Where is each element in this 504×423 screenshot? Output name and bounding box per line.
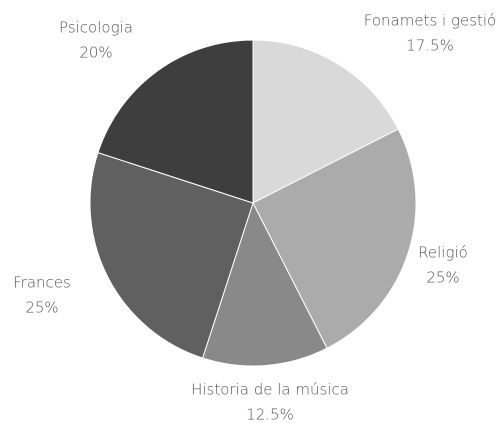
- pie-slice: [252, 39, 399, 204]
- slice-value-label: 20%: [79, 44, 112, 62]
- pie-slice: [97, 39, 254, 204]
- pie-slice: [89, 151, 254, 359]
- slice-label: Historia de la música: [191, 381, 349, 399]
- slice-label: Religió: [418, 244, 468, 262]
- slice-value-label: 25%: [426, 269, 459, 287]
- slice-label: Frances: [13, 274, 71, 292]
- slice-label: Psicologia: [59, 19, 133, 37]
- slice-value-label: 12.5%: [246, 406, 294, 423]
- slice-value-label: 25%: [25, 299, 58, 317]
- slice-value-label: 17.5%: [406, 37, 454, 55]
- slice-label: Fonamets i gestió: [364, 12, 496, 30]
- pie-slice: [201, 201, 328, 367]
- pie-slice: [252, 128, 417, 349]
